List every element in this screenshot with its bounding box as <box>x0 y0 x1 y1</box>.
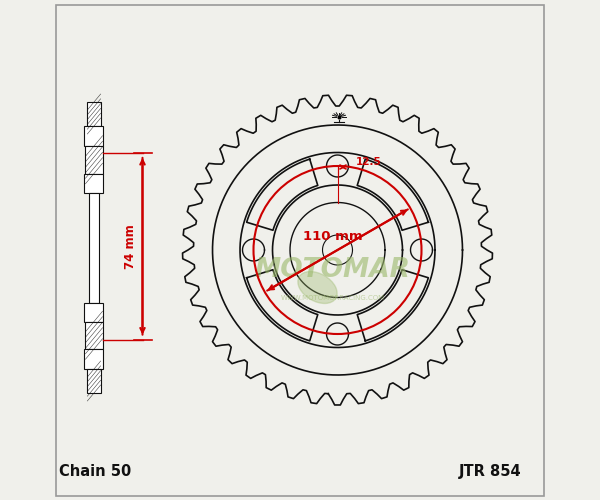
Bar <box>85 174 103 193</box>
Ellipse shape <box>298 272 337 304</box>
Bar <box>89 192 99 302</box>
Polygon shape <box>357 270 428 341</box>
Text: 74 mm: 74 mm <box>124 224 137 268</box>
Text: Chain 50: Chain 50 <box>59 464 131 479</box>
Bar <box>85 349 103 369</box>
Bar <box>85 126 103 146</box>
Polygon shape <box>247 159 318 230</box>
Bar <box>85 322 103 349</box>
Text: MOTOMAR: MOTOMAR <box>254 257 410 283</box>
Text: 12.5: 12.5 <box>356 157 382 167</box>
Bar <box>88 369 101 393</box>
Text: 110 mm: 110 mm <box>302 230 362 242</box>
Polygon shape <box>247 270 318 341</box>
Text: JTR 854: JTR 854 <box>458 464 521 479</box>
Bar <box>85 146 103 174</box>
Bar <box>88 102 101 126</box>
Text: WWW.MOTOMORRACING.COM: WWW.MOTOMORRACING.COM <box>280 294 385 300</box>
Bar <box>85 302 103 322</box>
Polygon shape <box>357 159 428 230</box>
